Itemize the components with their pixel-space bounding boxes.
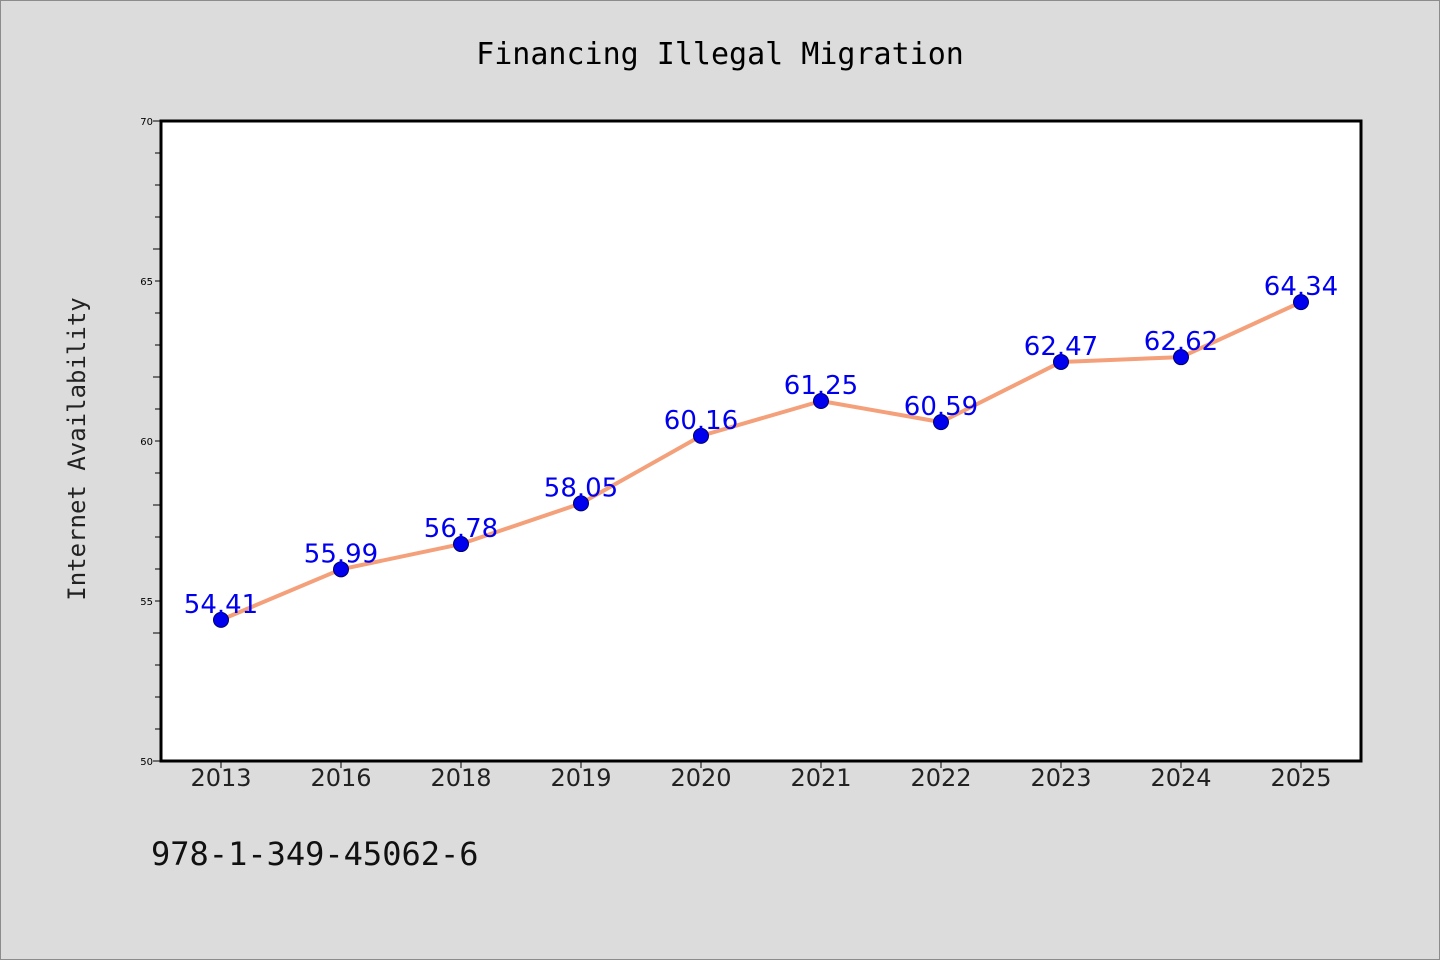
- x-tick-label: 2025: [1270, 764, 1331, 792]
- x-tick-label: 2023: [1030, 764, 1091, 792]
- x-tick-label: 2022: [910, 764, 971, 792]
- data-point: [693, 427, 709, 444]
- data-label: 56.78: [424, 514, 498, 544]
- x-tick-label: 2019: [550, 764, 611, 792]
- series-line: [219, 300, 1303, 622]
- chart-title: Financing Illegal Migration: [476, 37, 964, 72]
- data-markers: [213, 294, 1309, 628]
- data-label: 55.99: [304, 539, 378, 569]
- data-label: 64.34: [1264, 272, 1338, 302]
- x-tick-label: 2020: [670, 764, 731, 792]
- data-point: [933, 414, 949, 431]
- x-tick-label: 2013: [190, 764, 251, 792]
- data-label: 62.47: [1024, 332, 1098, 362]
- y-tick-label: 70: [140, 117, 153, 128]
- y-tick-label: 65: [140, 277, 153, 288]
- x-axis: 2013 2016 2018 2019 2020 2021 2022 2023 2024 2025: [190, 761, 1332, 792]
- plot-area: [161, 121, 1361, 761]
- y-tick-label: 55: [140, 597, 153, 608]
- data-point: [573, 495, 589, 512]
- y-tick-label: 50: [140, 757, 153, 768]
- x-tick-label: 2021: [790, 764, 851, 792]
- data-label: 60.59: [904, 392, 978, 422]
- y-axis-label: Internet Availability: [63, 297, 91, 600]
- data-point: [1173, 349, 1189, 366]
- data-point: [333, 561, 349, 578]
- data-point: [813, 393, 829, 409]
- plot-frame: [159, 119, 1363, 763]
- x-tick-label: 2018: [430, 764, 491, 792]
- data-label: 54.41: [184, 590, 258, 620]
- y-tick-label: 60: [140, 437, 153, 448]
- data-labels: 54.41 55.99 56.78 58.05 60.16 61.25 60.59 62.47…: [184, 272, 1338, 620]
- x-tick-label: 2024: [1150, 764, 1211, 792]
- x-tick-label: 2016: [310, 764, 371, 792]
- data-point: [453, 536, 469, 553]
- y-axis: 50 55 60 65 70: [140, 117, 161, 768]
- isbn-footer: 978-1-349-45062-6: [151, 835, 479, 873]
- data-label: 61.25: [784, 371, 858, 401]
- data-label: 58.05: [544, 473, 618, 503]
- data-label: 62.62: [1144, 327, 1218, 357]
- data-point: [1293, 294, 1309, 311]
- data-point: [213, 611, 229, 628]
- data-point: [1053, 353, 1069, 370]
- data-label: 60.16: [664, 406, 738, 436]
